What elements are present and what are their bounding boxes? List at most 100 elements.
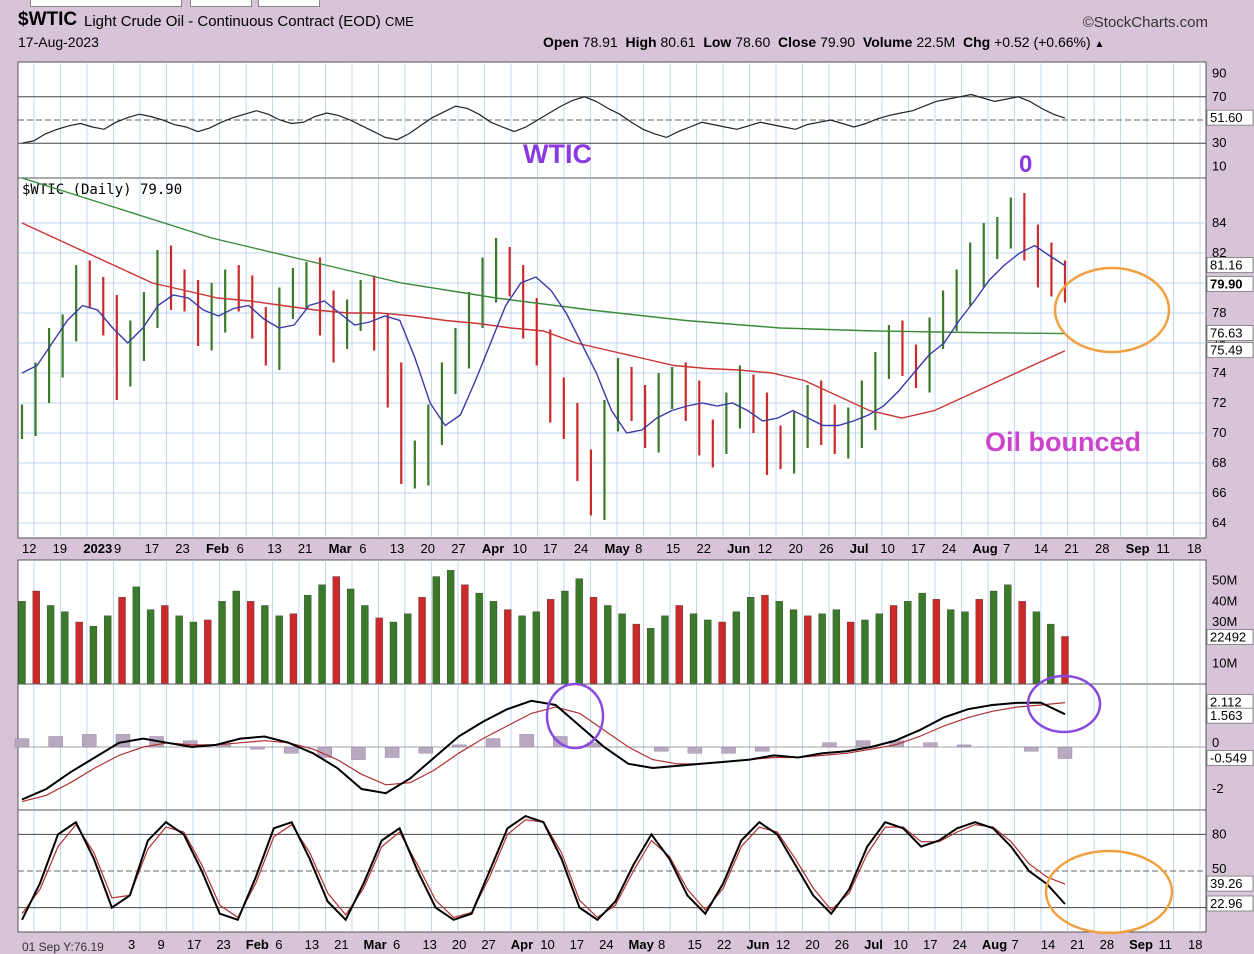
x-axis-label-bottom: 6 — [393, 937, 400, 952]
x-axis-label-bottom: 15 — [687, 937, 701, 952]
ma-200-line — [21, 177, 1066, 335]
x-axis-label: 13 — [390, 541, 404, 556]
x-axis-label-bottom: Sep — [1129, 937, 1153, 952]
macd-histogram-bar — [519, 734, 534, 748]
ma-slow-value-box — [1206, 325, 1254, 341]
volume-tick-label: 40M — [1212, 593, 1237, 608]
tab[interactable] — [30, 0, 182, 7]
macd-value-b-box — [1206, 707, 1254, 724]
volume-bar — [1047, 623, 1055, 685]
x-axis-label: 12 — [758, 541, 772, 556]
x-axis-label-bottom: 13 — [422, 937, 436, 952]
volume-bar — [375, 617, 383, 685]
volume-bar — [889, 605, 898, 685]
volume-tick-label: 50M — [1212, 573, 1237, 588]
volume-bar — [761, 594, 769, 685]
macd-histogram-bar — [1057, 746, 1073, 759]
volume-bar — [704, 619, 712, 685]
macd-tick-label: -2 — [1212, 781, 1224, 796]
rsi-tick-label: 90 — [1212, 66, 1226, 81]
macd-histogram-bar — [822, 742, 837, 748]
volume-bar — [218, 601, 226, 685]
x-axis-label: 21 — [1064, 541, 1078, 556]
volume-current-value: 22492 — [1210, 630, 1246, 645]
description-text: Light Crude Oil - Continuous Contract (E… — [84, 13, 381, 30]
volume-bar — [504, 609, 512, 685]
high-label: High — [625, 34, 657, 50]
x-axis-label-bottom: Jul — [864, 937, 883, 952]
x-axis-label: 24 — [574, 541, 588, 556]
oil-bounced-annotation: Oil bounced — [985, 427, 1141, 457]
x-axis-label-bottom: 24 — [599, 937, 613, 952]
volume-bar — [804, 615, 812, 685]
volume-bar — [175, 615, 183, 685]
volume-bar — [104, 615, 112, 685]
x-axis-label: Jul — [850, 541, 869, 556]
volume-bar — [89, 625, 98, 685]
macd-value-a: 2.112 — [1210, 695, 1242, 710]
volume-bar — [161, 605, 169, 685]
volume-bar — [32, 590, 40, 685]
x-axis-label-bottom: 6 — [275, 937, 282, 952]
x-axis-label: 7 — [1003, 541, 1010, 556]
x-axis-label-bottom: 17 — [923, 937, 937, 952]
orange-circle-annotation — [1044, 849, 1174, 935]
volume-bar — [1018, 601, 1026, 685]
volume-bar — [18, 601, 26, 685]
x-axis-label: 14 — [1034, 541, 1048, 556]
price-tick-label: 66 — [1212, 485, 1226, 500]
chart-date: 17-Aug-2023 — [18, 34, 99, 50]
macd-histogram-bar — [553, 736, 568, 748]
rsi-current-value: 51.60 — [1210, 110, 1243, 125]
volume-bar — [947, 609, 955, 685]
ma-50-line — [21, 222, 1066, 419]
volume-bar — [404, 613, 412, 685]
volume-bar — [189, 621, 198, 685]
browser-tab-strip — [0, 0, 560, 8]
volume-bar — [961, 611, 969, 685]
tab[interactable] — [190, 0, 252, 7]
macd-signal-line — [21, 702, 1066, 803]
x-axis-label: 13 — [267, 541, 281, 556]
rsi-line — [21, 93, 1066, 144]
macd-histogram-bar — [485, 738, 501, 748]
x-axis-label-bottom: 21 — [334, 937, 348, 952]
volume-bar — [847, 621, 855, 685]
volume-bar — [1004, 584, 1012, 685]
x-axis-label: 20 — [788, 541, 802, 556]
x-axis-label: Jun — [727, 541, 750, 556]
stockcharts-logo: ©StockCharts.com — [1082, 14, 1208, 31]
x-axis-label: 18 — [1187, 541, 1201, 556]
volume-bar — [689, 613, 698, 685]
volume-bar — [346, 588, 355, 685]
macd-value-c-box — [1206, 750, 1254, 766]
volume-bar — [75, 621, 83, 685]
rsi-tick-label: 30 — [1212, 135, 1226, 150]
volume-bar — [46, 605, 55, 685]
chg-label: Chg — [963, 34, 991, 50]
tab[interactable] — [258, 0, 320, 7]
x-axis-label: 17 — [543, 541, 557, 556]
x-axis-label-bottom: 18 — [1188, 937, 1202, 952]
macd-tick-label: 0 — [1212, 735, 1219, 750]
x-axis-label: Feb — [206, 541, 229, 556]
macd-histogram-bar — [418, 746, 433, 754]
volume-bar — [632, 623, 641, 685]
volume-label: Volume — [862, 34, 913, 50]
x-axis-label: 27 — [451, 541, 465, 556]
x-axis-label: 10 — [880, 541, 894, 556]
x-axis-label-bottom: 20 — [805, 937, 819, 952]
x-axis-label: Apr — [482, 541, 504, 556]
rsi-tick-label: 10 — [1212, 158, 1226, 173]
volume-bar — [289, 613, 298, 685]
last-price-value-box — [1206, 276, 1254, 292]
macd-histogram-bar — [687, 746, 703, 754]
x-axis-label-bottom: 14 — [1041, 937, 1055, 952]
volume-bar — [618, 613, 626, 685]
x-axis-label-bottom: May — [629, 937, 655, 952]
volume-bar — [389, 621, 398, 685]
last-price-value: 79.90 — [1210, 277, 1243, 292]
macd-histogram-bar — [754, 746, 770, 752]
price-tick-label: 74 — [1212, 365, 1226, 380]
